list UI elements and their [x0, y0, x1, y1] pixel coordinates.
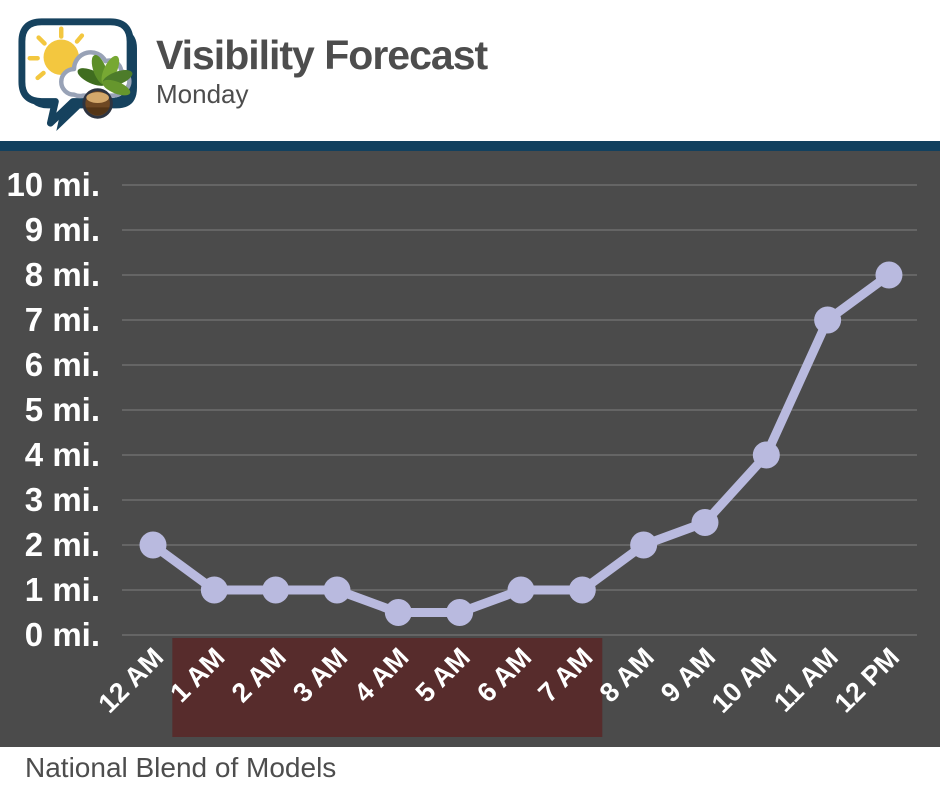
- data-point: [139, 531, 167, 559]
- y-axis-label: 1 mi.: [25, 571, 100, 608]
- buckeye-icon: [77, 54, 133, 119]
- data-point: [384, 599, 412, 626]
- data-point: [814, 306, 842, 334]
- x-axis-label: 11 AM: [768, 642, 844, 718]
- title-block: Visibility Forecast Monday: [156, 12, 488, 110]
- highlight-region: [172, 638, 603, 737]
- y-axis-label: 5 mi.: [25, 391, 100, 428]
- line-chart-canvas: 0 mi. 1 mi. 2 mi. 3 mi. 4 mi. 5 mi. 6 mi. 7 mi.…: [6, 166, 917, 737]
- data-source-label: National Blend of Models: [25, 751, 337, 783]
- divider-bar: [0, 141, 940, 151]
- x-axis-label: 8 AM: [594, 642, 660, 708]
- data-point: [262, 576, 290, 604]
- footer: National Blend of Models: [0, 747, 940, 788]
- y-axis-label: 8 mi.: [25, 256, 100, 293]
- header: Visibility Forecast Monday: [0, 0, 940, 141]
- page-subtitle: Monday: [156, 79, 249, 110]
- page-title: Visibility Forecast: [156, 32, 488, 78]
- data-point: [875, 261, 903, 289]
- y-axis-label: 3 mi.: [25, 481, 100, 518]
- x-axis-label: 12 PM: [829, 642, 905, 718]
- y-axis-label: 2 mi.: [25, 526, 100, 563]
- data-point: [200, 576, 228, 604]
- trend-line: [148, 270, 894, 617]
- weather-logo: [18, 18, 137, 132]
- data-point: [568, 576, 596, 604]
- data-point: [507, 576, 535, 604]
- y-axis-label: 0 mi.: [25, 616, 100, 653]
- data-point: [752, 441, 780, 469]
- data-point: [691, 509, 719, 536]
- y-axis-label: 9 mi.: [25, 211, 100, 248]
- visibility-chart: 0 mi. 1 mi. 2 mi. 3 mi. 4 mi. 5 mi. 6 mi. 7 mi.…: [0, 151, 940, 747]
- sun-icon: [27, 26, 85, 81]
- data-point: [323, 576, 351, 604]
- x-axis-label: 10 AM: [706, 642, 783, 719]
- y-axis-label: 10 mi.: [6, 166, 100, 203]
- y-axis-label: 7 mi.: [25, 301, 100, 338]
- data-point: [446, 599, 474, 626]
- data-point: [630, 531, 658, 559]
- x-axis-label: 12 AM: [92, 642, 169, 719]
- y-axis-label: 6 mi.: [25, 346, 100, 383]
- y-axis-label: 4 mi.: [25, 436, 100, 473]
